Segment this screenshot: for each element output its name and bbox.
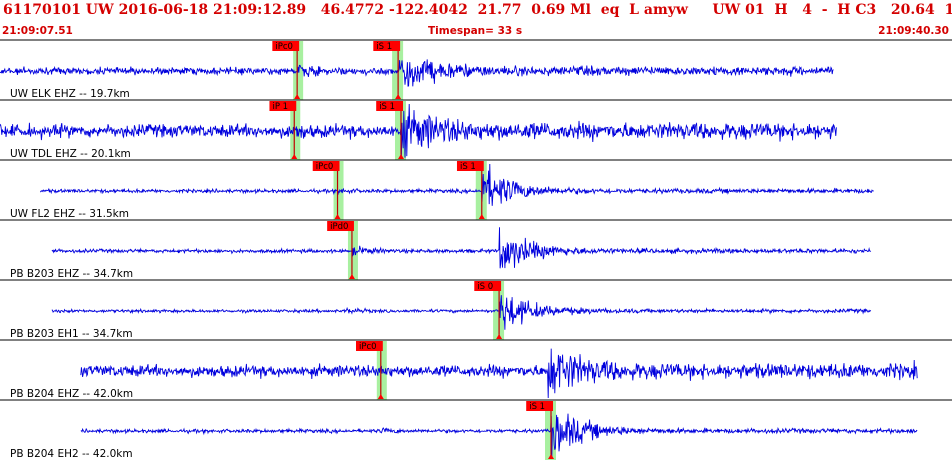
p-pick-marker bbox=[348, 274, 355, 279]
trace-row: iS 1 PB B204 EH2 -- 42.0km bbox=[0, 399, 952, 460]
s-pick-label: iS 1 bbox=[460, 162, 476, 172]
s-pick-marker bbox=[478, 214, 485, 219]
waveform bbox=[0, 103, 837, 159]
p-pick-marker bbox=[334, 214, 341, 219]
station-label: PB B203 EH1 -- 34.7km bbox=[10, 328, 133, 340]
p-pick-flag bbox=[269, 101, 297, 111]
p-pick-marker bbox=[377, 394, 384, 399]
p-pick-label: iPc0 bbox=[316, 162, 334, 172]
s-pick-label: iS 1 bbox=[529, 402, 545, 412]
p-pick-flag bbox=[356, 341, 383, 351]
trace-row: iPc0 PB B204 EHZ -- 42.0km bbox=[0, 339, 952, 400]
p-pick-label: iPd0 bbox=[330, 222, 348, 232]
s-pick-marker bbox=[548, 454, 555, 459]
event-title: 61170101 UW 2016-06-18 21:09:12.89 46.47… bbox=[3, 2, 952, 18]
s-pick-label: iS 1 bbox=[379, 102, 395, 112]
window-start-time: 21:09:07.51 bbox=[2, 25, 73, 37]
station-label: UW TDL EHZ -- 20.1km bbox=[10, 148, 131, 160]
station-label: PB B204 EH2 -- 42.0km bbox=[10, 448, 133, 460]
s-pick-flag bbox=[526, 401, 554, 411]
p-pick-label: iPc0 bbox=[275, 42, 293, 52]
window-end-time: 21:09:40.30 bbox=[878, 25, 949, 37]
p-pick-marker bbox=[291, 154, 298, 159]
trace-row: iS 0 PB B203 EH1 -- 34.7km bbox=[0, 279, 952, 340]
s-pick-marker bbox=[496, 334, 503, 339]
p-pick-band bbox=[290, 101, 301, 160]
waveform bbox=[80, 413, 918, 459]
p-pick-band bbox=[333, 161, 344, 220]
header-bar: 61170101 UW 2016-06-18 21:09:12.89 46.47… bbox=[0, 0, 952, 37]
p-pick-flag bbox=[327, 221, 354, 231]
waveform bbox=[40, 163, 874, 206]
s-pick-label: iS 1 bbox=[376, 42, 392, 52]
trace-row: iPd0 PB B203 EHZ -- 34.7km bbox=[0, 219, 952, 280]
p-pick-marker bbox=[294, 94, 301, 99]
timespan-label: Timespan= 33 s bbox=[428, 25, 523, 37]
station-label: UW FL2 EHZ -- 31.5km bbox=[10, 208, 129, 220]
s-pick-flag bbox=[376, 101, 403, 111]
station-label: PB B204 EHZ -- 42.0km bbox=[10, 388, 133, 400]
p-pick-label: iPc0 bbox=[359, 342, 377, 352]
waveform bbox=[51, 295, 872, 330]
s-pick-flag bbox=[456, 161, 484, 171]
s-pick-label: iS 0 bbox=[477, 282, 493, 292]
waveform bbox=[80, 348, 918, 399]
s-pick-flag bbox=[373, 41, 401, 51]
s-pick-marker bbox=[397, 154, 404, 159]
waveform bbox=[51, 227, 872, 269]
station-label: UW ELK EHZ -- 19.7km bbox=[10, 88, 130, 100]
trace-row: iPc0 iS 1 UW ELK EHZ -- 19.7km bbox=[0, 39, 952, 100]
trace-row: iP 1 iS 1 UW TDL EHZ -- 20.1km bbox=[0, 99, 952, 160]
p-pick-flag bbox=[312, 161, 340, 171]
p-pick-flag bbox=[272, 41, 300, 51]
station-label: PB B203 EHZ -- 34.7km bbox=[10, 268, 133, 280]
s-pick-flag bbox=[474, 281, 502, 291]
trace-row: iPc0 iS 1 UW FL2 EHZ -- 31.5km bbox=[0, 159, 952, 220]
p-pick-label: iP 1 bbox=[272, 102, 288, 112]
s-pick-marker bbox=[395, 94, 402, 99]
waveform bbox=[0, 59, 834, 87]
